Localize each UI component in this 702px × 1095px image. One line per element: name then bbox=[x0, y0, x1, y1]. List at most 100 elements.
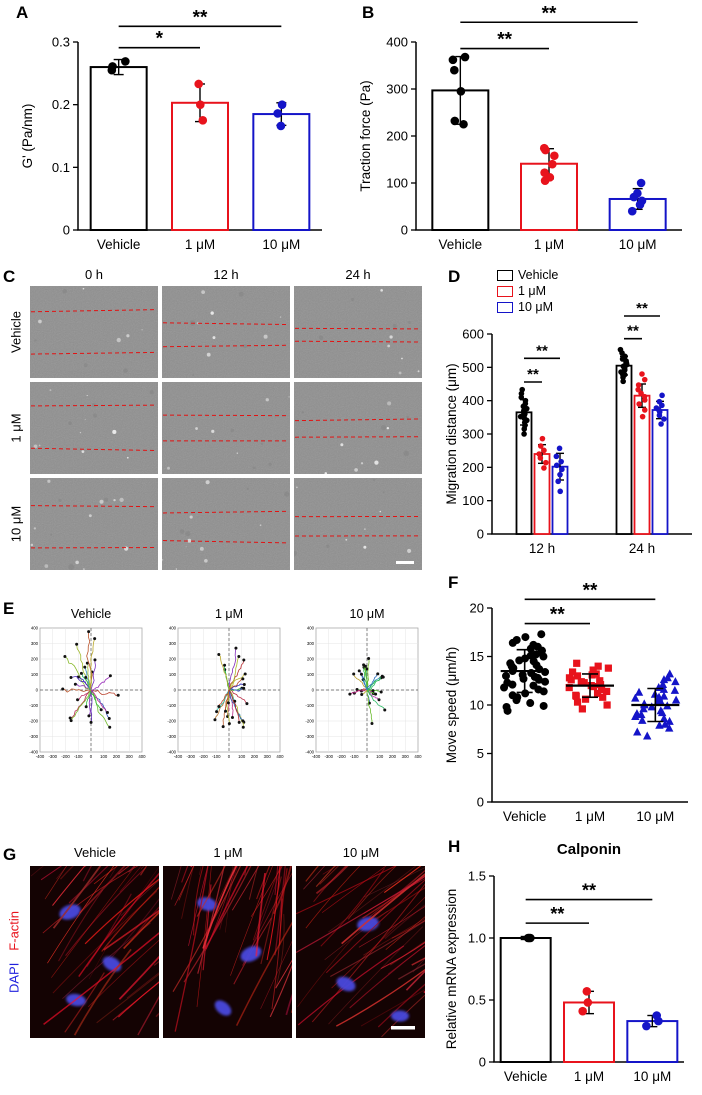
panel-c-col-header-24h: 24 h bbox=[345, 267, 371, 282]
svg-text:-200: -200 bbox=[167, 719, 176, 724]
factin-image-10um bbox=[296, 866, 425, 1038]
scratch-image-vehicle-24h bbox=[294, 286, 422, 378]
svg-text:300: 300 bbox=[31, 641, 39, 646]
svg-text:10 μM: 10 μM bbox=[619, 237, 657, 252]
svg-text:15: 15 bbox=[470, 649, 484, 664]
svg-text:10 μM: 10 μM bbox=[636, 809, 674, 824]
svg-text:0: 0 bbox=[401, 223, 408, 238]
panel-c-col-header-0h: 0 h bbox=[84, 267, 104, 282]
svg-text:0: 0 bbox=[366, 754, 369, 759]
svg-text:200: 200 bbox=[31, 657, 39, 662]
svg-text:200: 200 bbox=[251, 754, 259, 759]
svg-text:-200: -200 bbox=[29, 719, 38, 724]
legend-swatch-vehicle bbox=[497, 269, 513, 281]
legend-swatch-1um bbox=[497, 285, 513, 297]
chart-f-move-speed: 0 5 10 15 20 Move speed (μm/h) Vehicle 1 μM 10 μ… bbox=[442, 578, 698, 832]
panel-h-label: H bbox=[448, 837, 461, 856]
svg-text:100: 100 bbox=[31, 672, 39, 677]
svg-text:0: 0 bbox=[63, 223, 70, 238]
svg-text:**: ** bbox=[550, 904, 564, 924]
svg-text:300: 300 bbox=[264, 754, 272, 759]
svg-text:-400: -400 bbox=[29, 750, 38, 755]
panel-g-label: G bbox=[3, 845, 17, 864]
svg-text:**: ** bbox=[193, 7, 208, 28]
svg-text:**: ** bbox=[527, 366, 539, 383]
legend-label-10um: 10 μM bbox=[518, 299, 553, 314]
svg-text:300: 300 bbox=[307, 641, 315, 646]
panel-c-row-label-vehicle: Vehicle bbox=[8, 311, 24, 353]
svg-text:-300: -300 bbox=[305, 734, 314, 739]
stain-dapi-label: DAPI bbox=[6, 962, 22, 994]
svg-text:10 μM: 10 μM bbox=[633, 1069, 671, 1084]
svg-text:400: 400 bbox=[169, 626, 177, 631]
panel-d-label: D bbox=[448, 267, 461, 286]
panel-g-col-header-1um: 1 μM bbox=[213, 845, 243, 860]
svg-text:**: ** bbox=[536, 342, 548, 359]
svg-text:0: 0 bbox=[312, 688, 315, 693]
scratch-image-vehicle-12h bbox=[162, 286, 290, 378]
svg-text:10 μM: 10 μM bbox=[262, 237, 300, 252]
svg-text:100: 100 bbox=[307, 672, 315, 677]
svg-text:-100: -100 bbox=[305, 703, 314, 708]
svg-text:Vehicle: Vehicle bbox=[71, 607, 111, 621]
svg-text:-300: -300 bbox=[324, 754, 333, 759]
svg-text:400: 400 bbox=[138, 754, 146, 759]
svg-text:**: ** bbox=[582, 881, 596, 901]
svg-text:-100: -100 bbox=[74, 754, 83, 759]
svg-text:-200: -200 bbox=[305, 719, 314, 724]
svg-text:1 μM: 1 μM bbox=[215, 607, 243, 621]
svg-text:400: 400 bbox=[31, 626, 39, 631]
scratch-image-10um-0h bbox=[30, 478, 158, 570]
svg-text:0.2: 0.2 bbox=[52, 97, 70, 112]
svg-text:**: ** bbox=[636, 300, 648, 317]
svg-text:-400: -400 bbox=[167, 750, 176, 755]
svg-text:500: 500 bbox=[462, 360, 484, 375]
panel-c-row-label-1um: 1 μM bbox=[8, 413, 24, 443]
svg-text:400: 400 bbox=[462, 393, 484, 408]
chart-d-migration-distance: 0 100 200 300 400 500 600 Migration distance (μ… bbox=[442, 296, 698, 564]
svg-text:G' (Pa/nm): G' (Pa/nm) bbox=[20, 104, 35, 169]
stain-labels: DAPI F-actin bbox=[6, 911, 22, 994]
panel-e-label: E bbox=[3, 599, 15, 618]
svg-text:300: 300 bbox=[169, 641, 177, 646]
svg-text:100: 100 bbox=[376, 754, 384, 759]
legend-item-1um: 1 μM bbox=[497, 283, 558, 299]
svg-text:200: 200 bbox=[389, 754, 397, 759]
panel-a-label: A bbox=[16, 3, 29, 22]
factin-image-vehicle bbox=[30, 866, 159, 1038]
svg-text:0: 0 bbox=[90, 754, 93, 759]
svg-text:Vehicle: Vehicle bbox=[504, 1069, 548, 1084]
panel-c-label: C bbox=[3, 267, 16, 286]
svg-text:400: 400 bbox=[276, 754, 284, 759]
chart-h-calponin-mrna: 0 0.5 1.0 1.5 Relative mRNA expression Vehicl… bbox=[442, 862, 698, 1092]
svg-text:*: * bbox=[156, 29, 164, 50]
chart-d-legend: Vehicle 1 μM 10 μM bbox=[497, 267, 558, 315]
svg-text:**: ** bbox=[550, 605, 565, 626]
svg-text:-200: -200 bbox=[337, 754, 346, 759]
svg-text:0.3: 0.3 bbox=[52, 35, 70, 50]
svg-text:100: 100 bbox=[238, 754, 246, 759]
svg-text:-300: -300 bbox=[29, 734, 38, 739]
svg-text:10: 10 bbox=[470, 698, 484, 713]
legend-item-10um: 10 μM bbox=[497, 299, 558, 315]
svg-text:100: 100 bbox=[100, 754, 108, 759]
svg-text:400: 400 bbox=[414, 754, 422, 759]
svg-text:Traction force (Pa): Traction force (Pa) bbox=[358, 80, 373, 191]
svg-text:1.5: 1.5 bbox=[468, 869, 486, 884]
chart-a-stiffness: 0 0.1 0.2 0.3 G' (Pa/nm) Vehicle 1 μM 10 μM * ** bbox=[18, 2, 336, 260]
svg-text:200: 200 bbox=[307, 657, 315, 662]
svg-text:**: ** bbox=[497, 30, 512, 51]
svg-text:0: 0 bbox=[477, 527, 484, 542]
chart-h-title: Calponin bbox=[556, 841, 622, 858]
svg-text:24 h: 24 h bbox=[629, 541, 655, 556]
panel-g-col-header-10um: 10 μM bbox=[342, 845, 380, 860]
svg-text:-300: -300 bbox=[186, 754, 195, 759]
svg-text:12 h: 12 h bbox=[529, 541, 555, 556]
svg-text:400: 400 bbox=[307, 626, 315, 631]
svg-text:400: 400 bbox=[386, 35, 408, 50]
svg-text:-400: -400 bbox=[305, 750, 314, 755]
chart-e-trajectories: Vehicle -400 -400 -300 -300 -200 -200 -100 -100 0… bbox=[14, 606, 438, 806]
svg-text:10 μM: 10 μM bbox=[350, 607, 385, 621]
scratch-image-vehicle-0h bbox=[30, 286, 158, 378]
